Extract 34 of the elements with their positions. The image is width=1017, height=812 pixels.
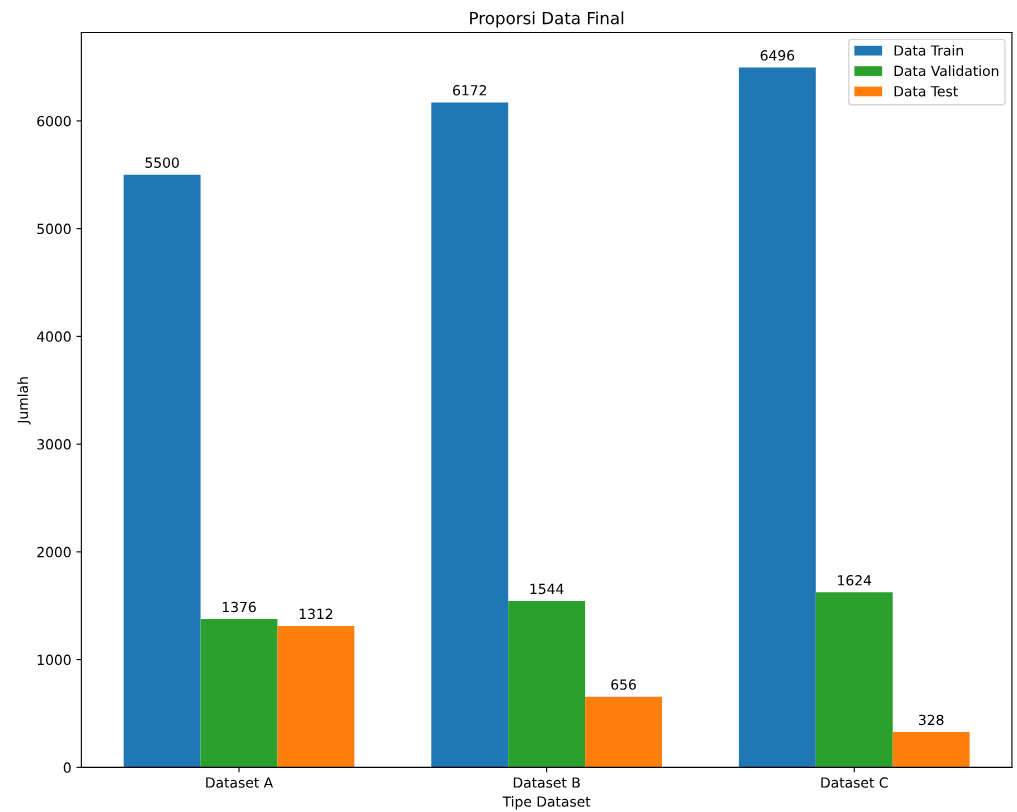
data-label: 6496 [760, 50, 795, 61]
legend-label: Data Validation [894, 65, 999, 77]
y-tick-label: 1000 [37, 654, 71, 666]
data-label: 656 [611, 679, 636, 690]
data-label: 1312 [299, 608, 333, 620]
x-axis-title: Tipe Dataset [502, 796, 591, 810]
y-tick-label: 6000 [37, 115, 71, 127]
y-tick-label: 4000 [36, 331, 71, 342]
bar [892, 732, 970, 768]
data-label: 1544 [530, 583, 564, 595]
data-label: 328 [918, 714, 944, 726]
bar [508, 600, 586, 768]
x-tick-label: Dataset B [513, 777, 580, 788]
legend-label: Data Test [894, 86, 958, 97]
bar [277, 625, 355, 768]
bar [200, 619, 278, 768]
legend-label: Data Train [894, 44, 963, 56]
y-tick-label: 3000 [37, 439, 71, 450]
bar [123, 174, 201, 768]
data-label: 5500 [145, 157, 179, 168]
y-tick-label: 0 [63, 762, 71, 773]
y-tick-label: 2000 [37, 546, 71, 558]
bar [431, 102, 509, 768]
bar [738, 67, 816, 768]
x-tick-label: Dataset C [821, 777, 888, 788]
data-label: 1624 [838, 575, 872, 586]
bar [585, 696, 662, 768]
bar [815, 592, 893, 768]
y-tick-label: 5000 [37, 223, 71, 235]
data-label: 6172 [453, 85, 487, 96]
chart-title: Proporsi Data Final [470, 11, 624, 28]
x-tick-label: Dataset A [206, 777, 274, 788]
data-label: 1376 [222, 601, 256, 613]
y-axis-title: Jumlah [17, 377, 31, 425]
